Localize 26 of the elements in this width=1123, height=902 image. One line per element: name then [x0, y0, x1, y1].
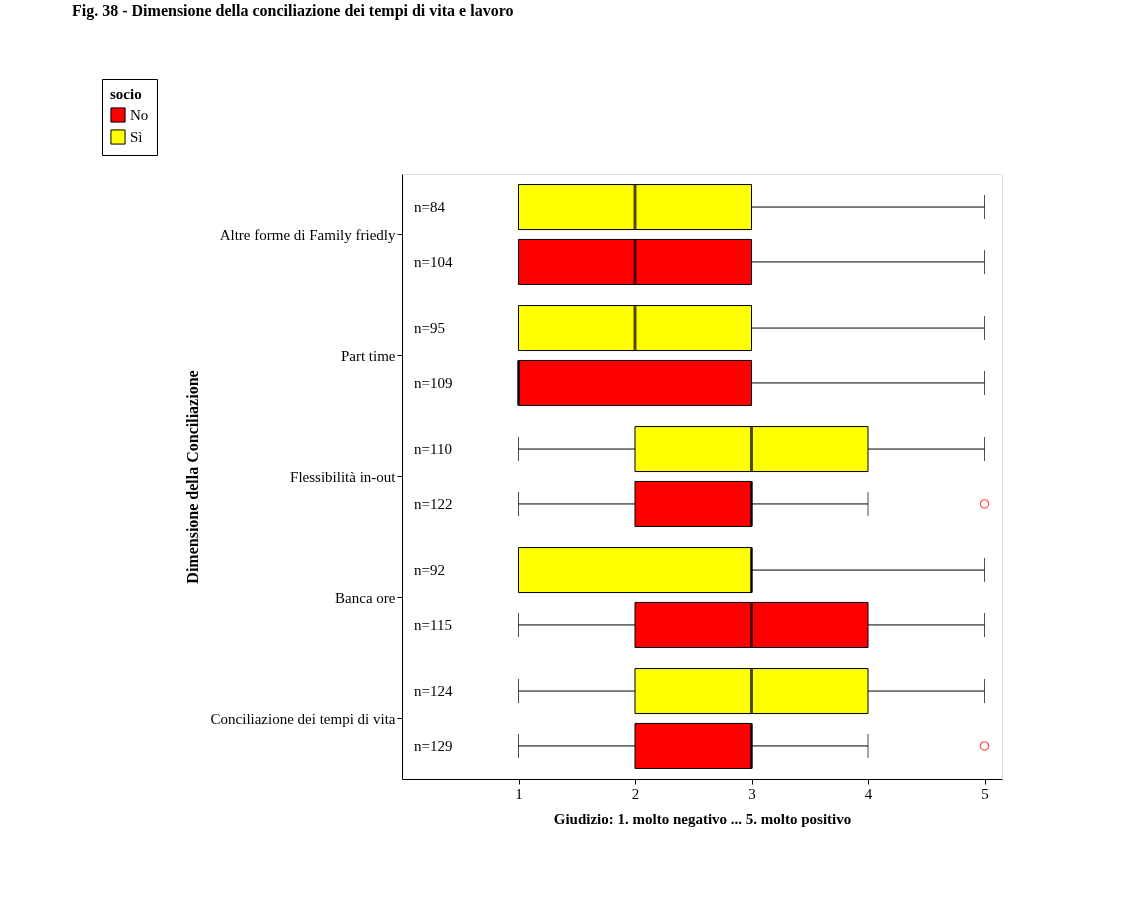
text: n=129 [414, 737, 453, 754]
text: n=115 [414, 616, 452, 633]
text: n=110 [414, 441, 452, 458]
y-tick-label: Part time [340, 347, 396, 364]
y-tick-label: Altre forme di Family friedly [219, 226, 396, 243]
text: n=109 [414, 374, 453, 391]
x-axis-title: Giudizio: 1. molto negativo ... 5. molto positivo [553, 810, 852, 827]
y-tick-label: Flessibilità in-out [290, 468, 397, 485]
text: n=124 [414, 683, 453, 700]
text: n=95 [414, 320, 445, 337]
y-tick-label: Banca ore [335, 589, 396, 606]
text: n=122 [414, 495, 453, 512]
text: n=104 [414, 253, 453, 270]
x-tick-label: 3 [748, 785, 756, 802]
chart-title: Fig. 38 - Dimensione della conciliazione dei tempi di vita e lavoro [72, 1, 514, 20]
text: n=92 [414, 562, 445, 579]
legend-title: socio [110, 86, 142, 102]
legend-label: No [130, 107, 149, 123]
legend-label: Sì [130, 129, 143, 145]
y-tick-label: Conciliazione dei tempi di vita [210, 710, 396, 727]
text: n=84 [414, 199, 445, 216]
x-tick-label: 4 [864, 785, 873, 802]
x-tick-label: 1 [515, 785, 523, 802]
x-tick-label: 2 [631, 785, 640, 802]
x-tick-label: 5 [981, 785, 989, 802]
y-axis-title: Dimensione della Conciliazione [183, 370, 201, 584]
